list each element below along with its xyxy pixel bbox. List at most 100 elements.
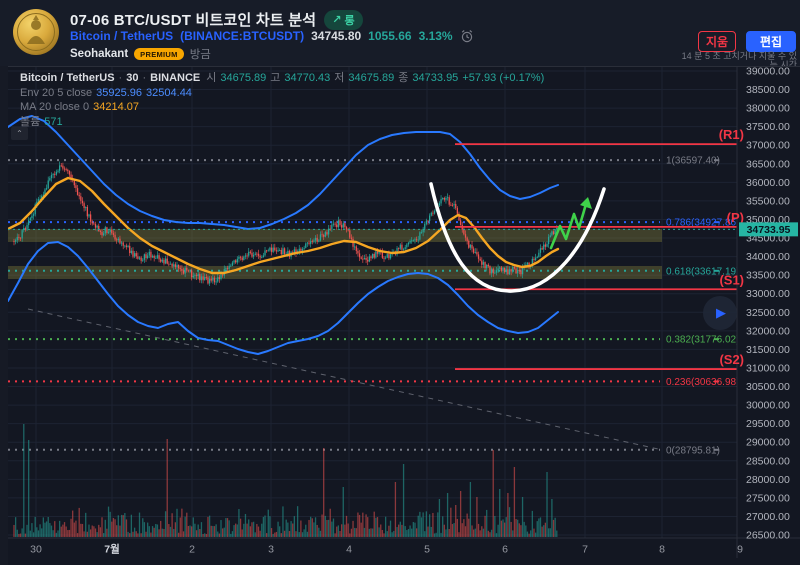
- chart-text: 33000.00: [746, 288, 790, 300]
- legend-volume-row[interactable]: 볼륨 571: [20, 115, 544, 130]
- chart-text: 0.236(30636.98): [666, 377, 739, 388]
- chart-text: 29500.00: [746, 418, 790, 430]
- idea-header: 07-06 BTC/USDT 비트코인 차트 분석 ↗ 롱 Bitcoin / T…: [0, 0, 800, 70]
- env-lower-line: [8, 241, 559, 355]
- direction-badge: ↗ 롱: [324, 9, 363, 30]
- chart-text: (S1): [719, 272, 744, 287]
- author-name[interactable]: Seohakant: [70, 48, 129, 60]
- play-icon: ▶: [716, 305, 726, 320]
- symbol-link[interactable]: Bitcoin / TetherUS: [70, 29, 174, 43]
- edit-button[interactable]: 편집: [746, 31, 796, 52]
- chart-text: (P): [727, 210, 744, 225]
- volume-label: 볼륨: [20, 115, 41, 128]
- chart-text: (S2): [719, 352, 744, 367]
- chart-text: 6: [502, 544, 508, 556]
- open-label: 시: [206, 72, 217, 84]
- page-title: 07-06 BTC/USDT 비트코인 차트 분석: [70, 12, 317, 29]
- chart-text: 8: [659, 544, 665, 556]
- chart-text: 30000.00: [746, 400, 790, 412]
- high-value: 34770.43: [284, 72, 331, 84]
- chart-canvas[interactable]: 1(36597.40) 0.786(34927.86) 0.618(33617.19…: [8, 67, 800, 565]
- direction-label: 롱: [344, 14, 355, 27]
- chart-text: 33500.00: [746, 270, 790, 282]
- avatar[interactable]: [12, 8, 60, 56]
- chart-area: 1(36597.40) 0.786(34927.86) 0.618(33617.19…: [8, 66, 800, 565]
- ma-line: [8, 176, 560, 275]
- chart-text: 37500.00: [746, 121, 790, 133]
- price-axis[interactable]: [737, 67, 800, 565]
- cup-curve-drawing[interactable]: [429, 182, 606, 293]
- edit-time-note-line2: 는 시간: [769, 60, 797, 70]
- delete-button[interactable]: 지움: [698, 31, 736, 52]
- chart-text: 38000.00: [746, 103, 790, 115]
- chart-text: 7: [582, 544, 588, 556]
- chart-text: 32000.00: [746, 325, 790, 337]
- chart-text: 5: [424, 544, 430, 556]
- env-upper-value: 35925.96: [96, 86, 143, 99]
- low-value: 34675.89: [348, 72, 395, 84]
- edit-time-note-line1: 14 분 5 초 고치거나 지울 수 있: [681, 51, 797, 61]
- time-axis[interactable]: [8, 538, 737, 558]
- zone-band[interactable]: [8, 229, 662, 242]
- chart-text: 36000.00: [746, 177, 790, 189]
- zone-band[interactable]: [8, 266, 662, 279]
- play-button[interactable]: ▶: [703, 296, 737, 330]
- chart-text: 31500.00: [746, 344, 790, 356]
- chart-text: 28000.00: [746, 474, 790, 486]
- chart-text: 36500.00: [746, 158, 790, 170]
- chart-text: 7월: [104, 543, 120, 556]
- edit-time-note: 14 분 5 초 고치거나 지울 수 있 는 시간: [577, 52, 797, 70]
- ma-label: MA 20 close 0: [20, 101, 90, 113]
- chart-text: 34733.95: [747, 224, 791, 236]
- env-upper-line: [8, 115, 559, 230]
- chart-text: 0.618(33617.19): [666, 266, 739, 277]
- chart-text: 27000.00: [746, 511, 790, 523]
- last-price-badge: [739, 222, 798, 237]
- chart-text: 1(36597.40): [666, 156, 720, 167]
- posted-time: 방금: [189, 49, 211, 61]
- chart-text: 26500.00: [746, 530, 790, 542]
- price-change: 1055.66: [368, 29, 412, 43]
- trend-up-icon: ↗: [332, 14, 342, 26]
- high-label: 고: [270, 72, 281, 84]
- chart-text: 0.382(31776.02): [666, 335, 739, 346]
- env-label: Env 20 5 close: [20, 86, 93, 99]
- legend-collapse-button[interactable]: ⌃: [11, 127, 28, 140]
- chart-text: 28500.00: [746, 455, 790, 467]
- legend-main-row[interactable]: Bitcoin / TetherUS · 30 · BINANCE 시 34675…: [20, 72, 545, 84]
- premium-badge: PREMIUM: [134, 48, 184, 60]
- chart-text: 4: [346, 544, 352, 556]
- chart-text: 34000.00: [746, 251, 790, 263]
- chart-text: 31000.00: [746, 362, 790, 374]
- chart-text: 29000.00: [746, 437, 790, 449]
- chart-text: 3: [268, 544, 274, 556]
- green-arrow-drawing: [549, 202, 588, 250]
- trendline-drawing[interactable]: [27, 308, 659, 450]
- chart-legend: Bitcoin / TetherUS · 30 · BINANCE 시 34675…: [20, 71, 544, 129]
- candles: [13, 161, 558, 287]
- bar-change: +57.93 (+0.17%): [462, 72, 545, 84]
- env-lower-value: 32504.44: [146, 86, 192, 99]
- chart-text: 9: [737, 544, 743, 556]
- open-value: 34675.89: [220, 72, 267, 84]
- green-arrowhead: [580, 197, 592, 209]
- symbol-ref[interactable]: (BINANCE:BTCUSDT): [180, 29, 305, 43]
- legend-symbol: Bitcoin / TetherUS: [20, 72, 115, 84]
- chart-text: 27500.00: [746, 492, 790, 504]
- chart-text: 35500.00: [746, 195, 790, 207]
- close-label: 종: [398, 72, 409, 84]
- alarm-clock-icon[interactable]: [460, 29, 474, 43]
- chart-text: 0(28795.81): [666, 445, 720, 456]
- legend-env-row[interactable]: Env 20 5 close 35925.96 32504.44: [20, 86, 544, 101]
- chart-text: 2: [189, 544, 195, 556]
- volume-value: 571: [44, 115, 63, 128]
- chart-text: 0.786(34927.86): [666, 218, 739, 229]
- legend-ma-row[interactable]: MA 20 close 0 34214.07: [20, 100, 544, 115]
- legend-exchange: BINANCE: [150, 72, 201, 84]
- ma-value: 34214.07: [93, 101, 139, 113]
- volume-bars: [13, 424, 558, 537]
- chart-text: 37000.00: [746, 140, 790, 152]
- close-value: 34733.95: [412, 72, 459, 84]
- legend-interval: 30: [126, 72, 139, 84]
